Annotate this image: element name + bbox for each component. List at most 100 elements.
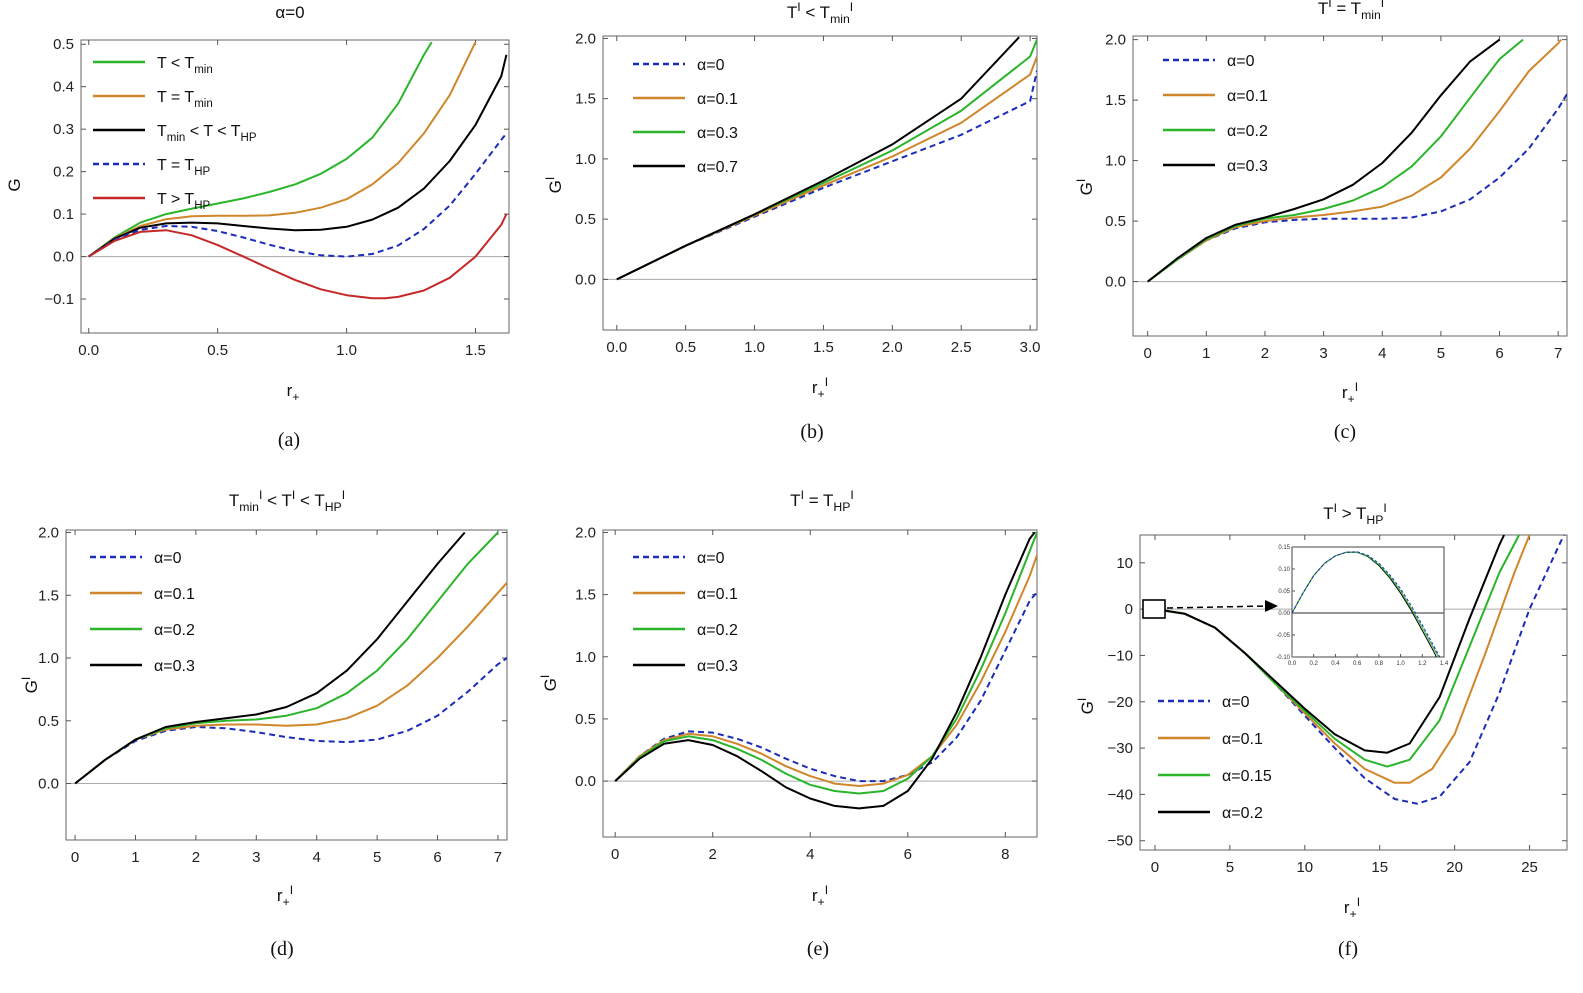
- chart-panel-6: 0 5 10 15 20 25 −50 −40 −30 −20 −10 0 10 α=0 α=0.1 α=0.…: [1075, 501, 1568, 960]
- series-line-4: [616, 36, 1020, 281]
- y-tick-label: −0.1: [44, 291, 74, 308]
- y-tick-label: 0.5: [38, 713, 59, 730]
- series-group: [88, 41, 508, 300]
- series-line-2: [74, 582, 507, 785]
- x-tick-label: 0: [611, 846, 619, 863]
- legend-label: α=0: [154, 550, 182, 567]
- x-axis-label: r+: [287, 381, 300, 404]
- legend-label: T > THP: [157, 191, 211, 212]
- chart-title: TI < TminI: [787, 0, 853, 26]
- y-tick-label: 0.0: [38, 776, 59, 793]
- inset-x-tick-label: 1.2: [1418, 661, 1427, 667]
- inset-x-tick-label: 1.4: [1440, 661, 1449, 667]
- series-line-5: [88, 213, 508, 300]
- x-tick-label: 2.0: [882, 339, 903, 356]
- y-tick-label: 0.0: [575, 773, 596, 790]
- zoom-box: [1142, 599, 1166, 619]
- inset-x-tick-label: 0.6: [1353, 661, 1362, 667]
- series-group: [616, 36, 1037, 281]
- legend-label: α=0.2: [1222, 805, 1263, 822]
- series-line-3: [88, 54, 508, 258]
- legend-label: α=0: [1227, 53, 1255, 70]
- legend-label: α=0.1: [1222, 731, 1263, 748]
- plot-frame: [1139, 534, 1568, 851]
- legend-label: α=0: [697, 550, 725, 567]
- series-line-4: [1154, 535, 1506, 754]
- x-tick-label: 3: [1319, 345, 1327, 362]
- legend-label: T = Tmin: [157, 89, 213, 110]
- y-tick-label: −30: [1108, 740, 1133, 757]
- x-tick-label: 15: [1371, 859, 1388, 876]
- series-line-1: [1147, 93, 1567, 283]
- series-line-1: [616, 70, 1037, 281]
- y-tick-label: 0.0: [1105, 274, 1126, 291]
- x-axis-label: r+I: [1344, 895, 1360, 921]
- legend-label: α=0.1: [154, 586, 195, 603]
- y-axis-label: GI: [538, 675, 560, 692]
- y-tick-label: 1.0: [1105, 153, 1126, 170]
- series-group: [1147, 38, 1567, 283]
- legend-label: α=0.1: [1227, 88, 1268, 105]
- y-tick-label: 0.5: [53, 36, 74, 53]
- y-tick-label: 2.0: [1105, 32, 1126, 49]
- y-tick-label: −50: [1108, 833, 1133, 850]
- y-tick-label: 1.5: [575, 587, 596, 604]
- y-tick-label: 0.5: [575, 711, 596, 728]
- series-line-3: [614, 532, 1037, 795]
- chart-title: α=0: [275, 3, 304, 22]
- panel-caption: (c): [1334, 421, 1356, 443]
- x-tick-label: 2: [709, 846, 717, 863]
- x-tick-label: 1.5: [465, 342, 486, 359]
- plot-frame: [602, 35, 1038, 331]
- x-tick-label: 1.0: [744, 339, 765, 356]
- y-tick-label: 2.0: [38, 525, 59, 542]
- inset-y-tick-label: 0.15: [1278, 545, 1290, 551]
- legend-label: α=0.1: [697, 91, 738, 108]
- x-axis-label: r+I: [812, 375, 828, 401]
- series-group: [614, 531, 1037, 810]
- series-line-1: [88, 41, 433, 258]
- legend-label: α=0.7: [697, 159, 738, 176]
- y-tick-label: 0.1: [53, 206, 74, 223]
- y-tick-label: 10: [1116, 555, 1133, 572]
- x-tick-label: 0.5: [675, 339, 696, 356]
- y-tick-label: 0.5: [1105, 213, 1126, 230]
- x-tick-label: 25: [1521, 859, 1538, 876]
- x-tick-label: 1: [1202, 345, 1210, 362]
- x-tick-label: 20: [1446, 859, 1463, 876]
- y-tick-label: 1.0: [38, 650, 59, 667]
- y-tick-label: 1.0: [575, 151, 596, 168]
- legend-label: Tmin < T < THP: [157, 123, 257, 144]
- y-tick-label: 0.0: [575, 271, 596, 288]
- inset-y-tick-label: 0.00: [1278, 611, 1290, 617]
- y-axis-label: G: [5, 178, 24, 191]
- y-axis-label: GI: [543, 177, 565, 194]
- inset-y-tick-label: 0.10: [1278, 567, 1290, 573]
- chart-panel-1: 0.0 0.5 1.0 1.5 −0.1 0.0 0.1 0.2 0.3 0.4 0.5 T < Tm…: [5, 3, 510, 451]
- series-group: [1154, 535, 1565, 805]
- series-line-3: [616, 39, 1037, 281]
- y-tick-label: 1.0: [575, 649, 596, 666]
- series-line-1: [614, 591, 1037, 783]
- series-line-2: [614, 554, 1037, 787]
- legend-label: α=0.3: [1227, 158, 1268, 175]
- x-tick-label: 4: [806, 846, 814, 863]
- x-tick-label: 2.5: [951, 339, 972, 356]
- x-tick-label: 2: [1261, 345, 1269, 362]
- x-tick-label: 0.0: [78, 342, 99, 359]
- x-tick-label: 1.5: [813, 339, 834, 356]
- chart-panel-2: 0.0 0.5 1.0 1.5 2.0 2.5 3.0 0.0 0.5 1.0 1.5 2.0 α=0 α…: [543, 0, 1041, 443]
- inset-x-tick-label: 1.0: [1396, 661, 1405, 667]
- panel-caption: (e): [807, 938, 829, 960]
- plot-frame: [1132, 35, 1568, 337]
- inset-series-line-2: [1292, 551, 1440, 657]
- legend-label: T = THP: [157, 157, 211, 178]
- legend-label: α=0.2: [154, 622, 195, 639]
- legend-label: α=0.2: [1227, 123, 1268, 140]
- plot-frame: [65, 529, 508, 841]
- x-tick-label: 0.0: [606, 339, 627, 356]
- panel-caption: (a): [278, 429, 300, 451]
- inset-series-line-3: [1292, 551, 1441, 657]
- x-tick-label: 0: [71, 849, 79, 866]
- panel-caption: (b): [800, 421, 823, 443]
